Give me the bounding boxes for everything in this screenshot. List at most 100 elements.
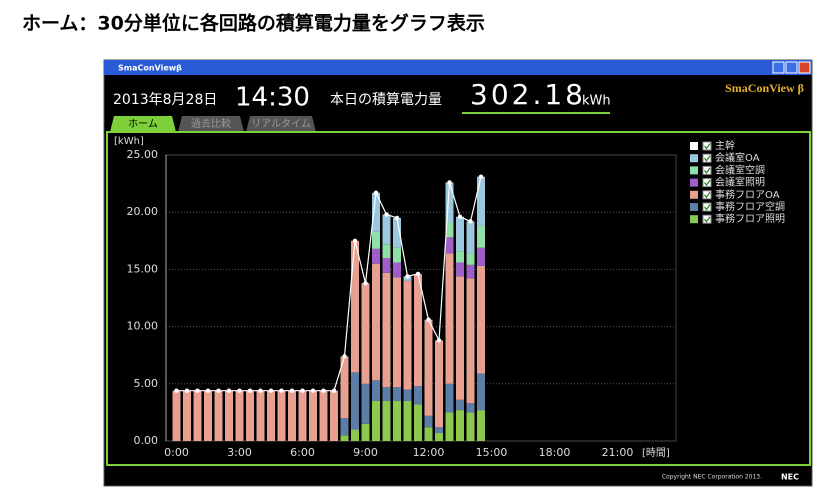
line-point (384, 212, 389, 217)
legend-checkbox (702, 141, 712, 151)
legend-swatch (690, 203, 698, 211)
line-point (195, 388, 200, 393)
tab-label: リアルタイム (251, 118, 311, 130)
tab-realtime[interactable] (246, 116, 316, 132)
bar-segment (445, 182, 454, 223)
line-point (279, 388, 284, 393)
line-point (205, 388, 211, 393)
bar-segment (456, 399, 464, 411)
line-point (394, 215, 400, 221)
bar-segment (445, 253, 454, 384)
bar-segment (393, 277, 401, 388)
bar-segment (477, 265, 485, 374)
bar-segment (393, 387, 401, 401)
bar-segment (372, 263, 380, 381)
line-point (405, 274, 410, 279)
bar-segment (445, 383, 454, 413)
bar-segment (340, 356, 349, 419)
legend-swatch (690, 178, 698, 187)
bar-segment (424, 319, 433, 416)
legend-swatch (690, 166, 698, 175)
tab-compare[interactable] (178, 116, 244, 132)
x-tick-label: 18:00 (539, 446, 571, 459)
bar-segment (435, 427, 443, 433)
bar-segment (256, 390, 265, 441)
bar-segment (466, 264, 475, 279)
bar-segment (466, 278, 475, 404)
line-point (373, 190, 379, 195)
bar-segment (372, 231, 380, 249)
total-label: 本日の積算電力量 (330, 92, 442, 108)
close-button[interactable] (798, 61, 811, 74)
maximize-button[interactable] (785, 61, 798, 74)
bar-segment (456, 251, 464, 263)
line-point (321, 388, 326, 393)
bar-segment (340, 418, 349, 436)
bar-segment (382, 244, 391, 258)
legend-checkbox (702, 165, 712, 175)
line-point (363, 280, 368, 286)
line-point (300, 388, 305, 393)
tab-home[interactable] (110, 116, 176, 132)
time: 14:30 (235, 83, 310, 113)
legend-checkbox (702, 178, 712, 188)
bar-segment (372, 192, 380, 232)
bar-segment (403, 389, 412, 401)
line-point (426, 317, 431, 322)
bar-segment (414, 404, 422, 441)
bar-segment (340, 435, 349, 441)
bar-segment (445, 222, 454, 238)
legend-check (703, 179, 711, 187)
bar-segment (456, 216, 464, 252)
bar-segment (466, 221, 475, 254)
bar-segment (466, 412, 475, 441)
total-value: 302.18 (470, 78, 586, 111)
bar-segment (403, 400, 412, 441)
line-point (237, 388, 242, 393)
line-point (184, 388, 190, 393)
bar-segment (414, 386, 422, 405)
legend-label: 事務フロア照明 (715, 212, 785, 225)
line-point (478, 174, 484, 179)
legend-swatch (690, 154, 698, 163)
bar-segment (225, 390, 233, 441)
bar-segment (193, 390, 202, 441)
x-axis-label: [時間] (642, 447, 670, 459)
legend-checkbox (702, 153, 712, 163)
legend-checkbox (702, 202, 712, 212)
x-tick-label: 6:00 (290, 446, 315, 459)
bar-segment (235, 390, 244, 441)
bar-segment (277, 390, 286, 441)
legend-check (703, 216, 711, 223)
line-point (331, 388, 337, 393)
minimize-button[interactable] (772, 61, 785, 74)
bar-segment (330, 390, 338, 441)
legend-label: 会議室空調 (715, 163, 765, 176)
bar-segment (246, 390, 254, 441)
tab-label: ホーム (128, 118, 158, 130)
line-point (352, 238, 358, 243)
logo: NEC (781, 473, 799, 482)
line-point (226, 388, 232, 393)
legend-checkbox (702, 214, 712, 224)
bar-segment (382, 272, 391, 388)
bar-segment (183, 390, 191, 441)
window-title: SmaConViewβ (118, 64, 182, 73)
x-tick-label: 3:00 (227, 446, 252, 459)
bar-segment (309, 390, 317, 441)
page-title: ホーム：30分単位に各回路の積算電力量をグラフ表示 (22, 12, 485, 35)
line-point (216, 388, 221, 393)
bar-segment (445, 237, 454, 254)
x-tick-label: 12:00 (413, 446, 445, 459)
bar-segment (393, 262, 401, 278)
legend-label: 事務フロアOA (715, 188, 780, 201)
bar-segment (477, 225, 485, 248)
line-point (268, 388, 274, 393)
legend-swatch (690, 142, 698, 150)
bar-segment (414, 273, 422, 387)
legend-swatch (690, 215, 698, 224)
line-point (174, 388, 179, 393)
x-tick-label: 21:00 (602, 446, 634, 459)
bar-segment (435, 340, 443, 428)
